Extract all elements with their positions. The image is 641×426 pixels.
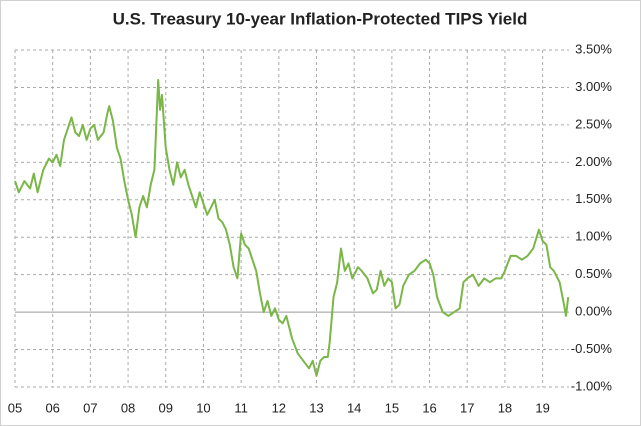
x-tick-label: 11 [234,400,248,415]
x-tick-label: 05 [8,400,22,415]
y-tick-label: 1.00% [575,229,612,244]
y-tick-label: 2.50% [575,116,612,131]
y-tick-label: 1.50% [575,191,612,206]
x-tick-label: 07 [83,400,97,415]
x-tick-label: 17 [460,400,474,415]
y-tick-label: 0.50% [575,266,612,281]
y-tick-label: -1.00% [571,378,613,393]
y-tick-label: 2.00% [575,154,612,169]
x-tick-label: 19 [535,400,549,415]
x-tick-label: 08 [121,400,135,415]
x-tick-label: 12 [272,400,286,415]
y-tick-label: 3.50% [575,41,612,56]
y-tick-label: -0.50% [571,341,613,356]
y-tick-label: 3.00% [575,79,612,94]
x-tick-label: 10 [196,400,210,415]
x-tick-label: 14 [347,400,361,415]
chart-title: U.S. Treasury 10-year Inflation-Protecte… [113,9,528,28]
x-tick-label: 16 [422,400,436,415]
x-tick-label: 15 [385,400,399,415]
y-tick-label: 0.00% [575,304,612,319]
x-tick-label: 13 [309,400,323,415]
x-tick-label: 06 [45,400,59,415]
x-tick-label: 18 [498,400,512,415]
x-tick-label: 09 [159,400,173,415]
data-line [14,79,570,377]
